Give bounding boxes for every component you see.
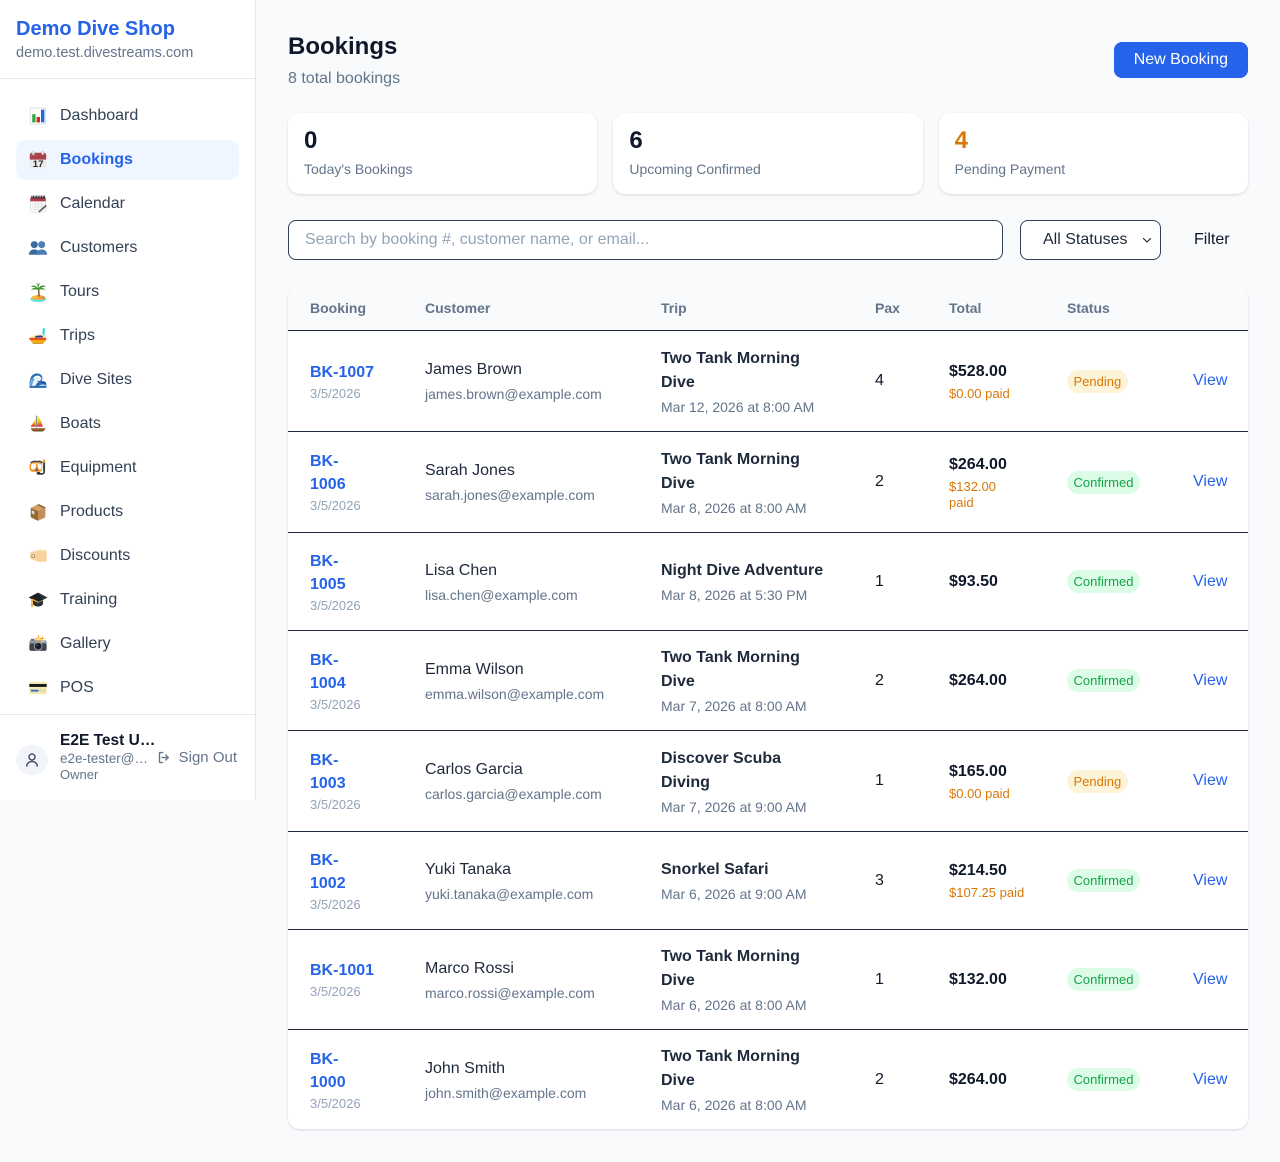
svg-text:17: 17 — [33, 159, 44, 170]
